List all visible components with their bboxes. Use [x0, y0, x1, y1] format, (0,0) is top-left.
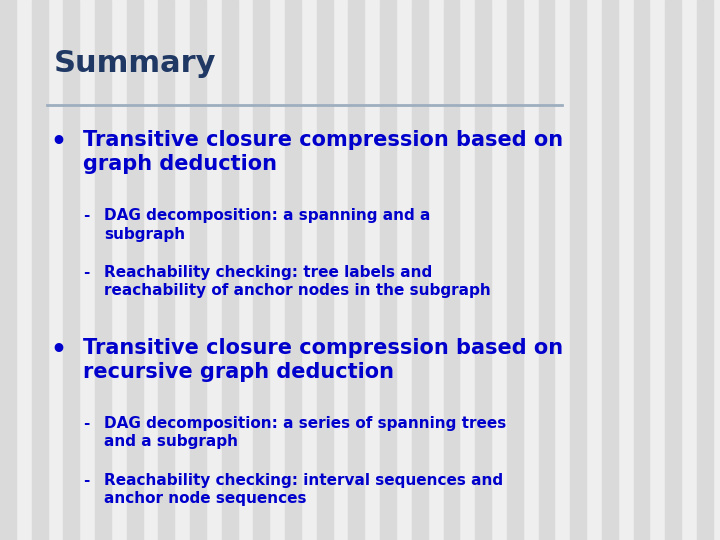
- Text: Reachability checking: tree labels and
reachability of anchor nodes in the subgr: Reachability checking: tree labels and r…: [104, 265, 491, 298]
- Bar: [190, 0, 206, 540]
- Bar: [158, 0, 174, 540]
- Text: -: -: [83, 265, 89, 280]
- Text: •: •: [50, 338, 66, 361]
- Text: Transitive closure compression based on
graph deduction: Transitive closure compression based on …: [83, 130, 563, 173]
- Text: -: -: [83, 416, 89, 431]
- Bar: [317, 0, 333, 540]
- Bar: [507, 0, 523, 540]
- Bar: [634, 0, 649, 540]
- Bar: [570, 0, 586, 540]
- Bar: [127, 0, 143, 540]
- Bar: [665, 0, 681, 540]
- Bar: [602, 0, 618, 540]
- Text: -: -: [83, 472, 89, 488]
- Text: DAG decomposition: a series of spanning trees
and a subgraph: DAG decomposition: a series of spanning …: [104, 416, 507, 449]
- Text: •: •: [50, 130, 66, 153]
- Bar: [539, 0, 554, 540]
- Text: -: -: [83, 208, 89, 223]
- Text: DAG decomposition: a spanning and a
subgraph: DAG decomposition: a spanning and a subg…: [104, 208, 431, 241]
- Text: Summary: Summary: [54, 49, 217, 78]
- Bar: [253, 0, 269, 540]
- Text: Transitive closure compression based on
recursive graph deduction: Transitive closure compression based on …: [83, 338, 563, 381]
- Bar: [380, 0, 396, 540]
- Text: Reachability checking: interval sequences and
anchor node sequences: Reachability checking: interval sequence…: [104, 472, 503, 506]
- Bar: [285, 0, 301, 540]
- Bar: [0, 0, 16, 540]
- Bar: [412, 0, 428, 540]
- Bar: [697, 0, 713, 540]
- Bar: [475, 0, 491, 540]
- Bar: [95, 0, 111, 540]
- Bar: [222, 0, 238, 540]
- Bar: [63, 0, 79, 540]
- Bar: [444, 0, 459, 540]
- Bar: [348, 0, 364, 540]
- Bar: [32, 0, 48, 540]
